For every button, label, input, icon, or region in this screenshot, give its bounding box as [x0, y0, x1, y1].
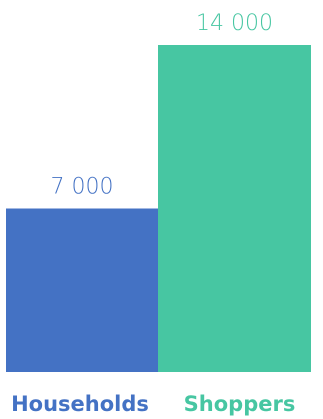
bar-shoppers: [158, 45, 311, 372]
value-label-households: 7 000: [51, 175, 114, 200]
category-label-shoppers: Shoppers: [184, 392, 296, 416]
category-label-households: Households: [11, 392, 149, 416]
bar-households: [6, 208, 158, 372]
value-label-shoppers: 14 000: [196, 11, 273, 36]
